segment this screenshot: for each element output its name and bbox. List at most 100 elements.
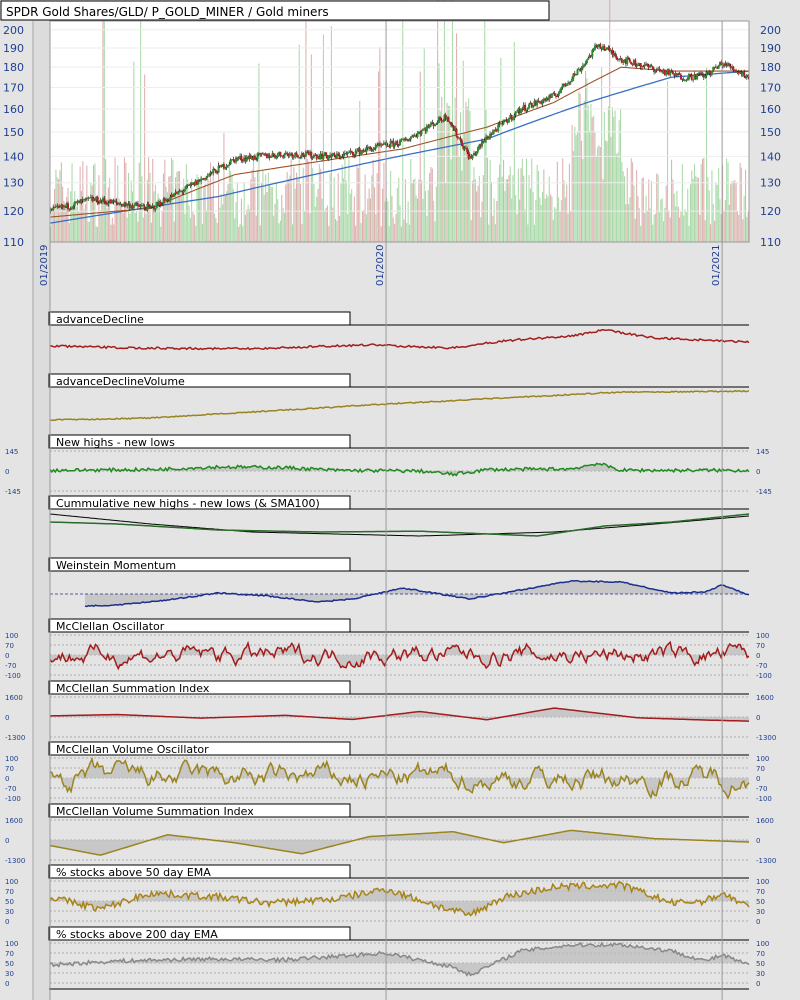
volume-bar	[532, 192, 534, 242]
volume-bar	[601, 67, 603, 243]
volume-bar	[328, 226, 330, 242]
candle-body	[635, 65, 638, 67]
volume-bar	[594, 132, 596, 242]
panel-tick-label-right: -145	[756, 488, 772, 496]
volume-bar	[407, 201, 409, 242]
candle-body	[197, 179, 200, 185]
panel-title: McClellan Oscillator	[56, 620, 165, 633]
volume-bar	[410, 159, 412, 242]
candle-body	[300, 153, 303, 157]
candle-body	[396, 141, 399, 146]
candle-body	[212, 168, 215, 174]
volume-bar	[625, 204, 627, 242]
volume-bar	[119, 202, 121, 242]
candle-body	[709, 71, 712, 75]
panel-title: advanceDecline	[56, 313, 144, 326]
candle-body	[251, 157, 254, 160]
volume-bar	[598, 145, 600, 242]
candle-body	[671, 72, 674, 75]
panel-series-line	[49, 640, 750, 671]
candle-body	[649, 65, 652, 68]
volume-bar	[89, 221, 91, 242]
volume-bar	[219, 207, 221, 242]
candle-body	[237, 157, 240, 159]
volume-bar	[75, 207, 77, 242]
volume-bar	[718, 167, 720, 242]
volume-bar	[181, 187, 183, 242]
candle-body	[218, 165, 221, 167]
candle-body	[684, 80, 686, 81]
candle-body	[343, 153, 346, 154]
candle-body	[146, 204, 149, 211]
volume-bar	[653, 214, 655, 242]
volume-bar	[590, 104, 592, 242]
volume-bar	[456, 33, 458, 243]
volume-bar	[50, 227, 52, 242]
volume-bar	[524, 209, 526, 242]
candle-body	[620, 58, 623, 63]
candle-body	[675, 73, 678, 76]
panel-tick-label-right: 50	[756, 960, 765, 968]
volume-bar	[275, 181, 277, 242]
volume-bar	[195, 225, 197, 242]
volume-bar	[158, 198, 160, 242]
candle-body	[299, 156, 302, 158]
candle-body	[428, 125, 431, 128]
candle-body	[404, 139, 407, 141]
volume-bar	[730, 184, 732, 242]
candle-body	[71, 207, 73, 209]
volume-bar	[446, 102, 448, 242]
candle-body	[104, 201, 107, 203]
candle-body	[208, 173, 211, 176]
volume-bar	[133, 61, 135, 242]
candle-body	[403, 138, 406, 141]
volume-bar	[183, 178, 185, 242]
volume-bar	[642, 177, 644, 242]
volume-bar	[238, 226, 240, 242]
candle-body	[573, 73, 576, 75]
candle-body	[158, 201, 161, 206]
volume-bar	[656, 173, 658, 242]
candle-body	[131, 206, 134, 208]
candle-body	[501, 123, 504, 125]
candle-body	[165, 199, 168, 201]
candle-body	[525, 109, 528, 111]
candle-body	[497, 124, 500, 132]
candle-body	[149, 205, 151, 207]
candle-body	[110, 199, 112, 204]
candle-body	[595, 44, 598, 46]
candle-body	[665, 72, 668, 75]
volume-bar	[391, 196, 393, 242]
panel-tick-label-right: 0	[756, 837, 760, 845]
candle-body	[327, 155, 330, 159]
candle-body	[162, 198, 165, 206]
candle-body	[313, 154, 315, 157]
volume-bar	[465, 102, 467, 242]
volume-bar	[227, 184, 229, 242]
volume-bar	[199, 185, 201, 242]
volume-bar	[145, 213, 147, 242]
candle-body	[475, 151, 478, 155]
volume-bar	[575, 135, 577, 242]
volume-bar	[289, 175, 291, 242]
volume-bar	[727, 162, 729, 242]
candle-body	[614, 53, 617, 57]
price-tick-label-right: 160	[760, 103, 781, 116]
volume-bar	[652, 224, 654, 242]
candle-body	[171, 194, 174, 197]
candle-body	[184, 189, 186, 191]
candle-body	[247, 156, 250, 160]
volume-bar	[257, 169, 259, 242]
candle-body	[63, 205, 65, 208]
candle-body	[512, 118, 514, 120]
candle-body	[112, 200, 115, 202]
volume-bar	[224, 194, 226, 242]
volume-bar	[603, 111, 605, 242]
volume-bar	[301, 223, 303, 242]
volume-bar	[80, 190, 82, 242]
candle-body	[306, 151, 309, 153]
candle-body	[221, 164, 224, 167]
volume-bar	[747, 212, 749, 242]
volume-bar	[583, 100, 585, 242]
candle-body	[538, 101, 541, 103]
